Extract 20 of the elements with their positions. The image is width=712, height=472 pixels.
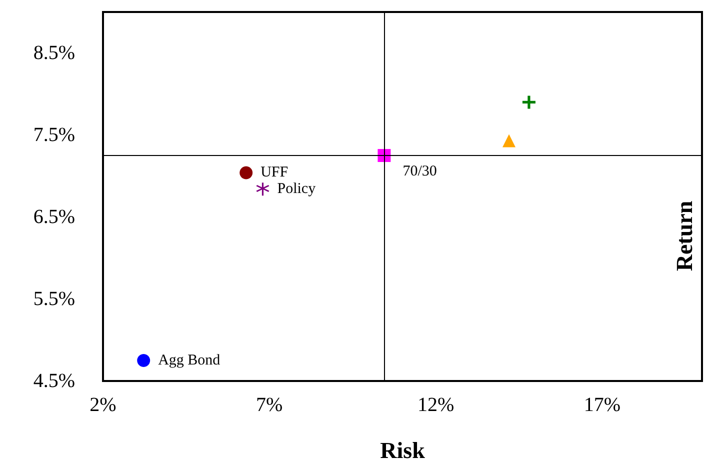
point [522,96,536,109]
x-tick-label: 7% [256,394,283,416]
y-tick-label: 4.5% [33,370,75,392]
y-tick-label: 8.5% [33,42,75,64]
point [137,354,150,367]
x-tick-label: 17% [584,394,621,416]
x-tick-label: 2% [90,394,116,416]
point [240,166,253,180]
series-label: Policy [277,181,316,198]
series-label: Agg Bond [158,352,221,368]
y-axis-title: Return [672,200,697,272]
series-label: 70/30 [402,164,437,180]
y-tick-label: 7.5% [33,124,75,146]
y-tick-label: 6.5% [33,206,75,228]
point [502,134,516,148]
series-label: UFF [260,164,288,181]
y-tick-label: 5.5% [33,288,75,310]
point [256,182,270,196]
x-tick-label: 12% [417,394,454,416]
x-axis-title: Risk [380,438,426,463]
